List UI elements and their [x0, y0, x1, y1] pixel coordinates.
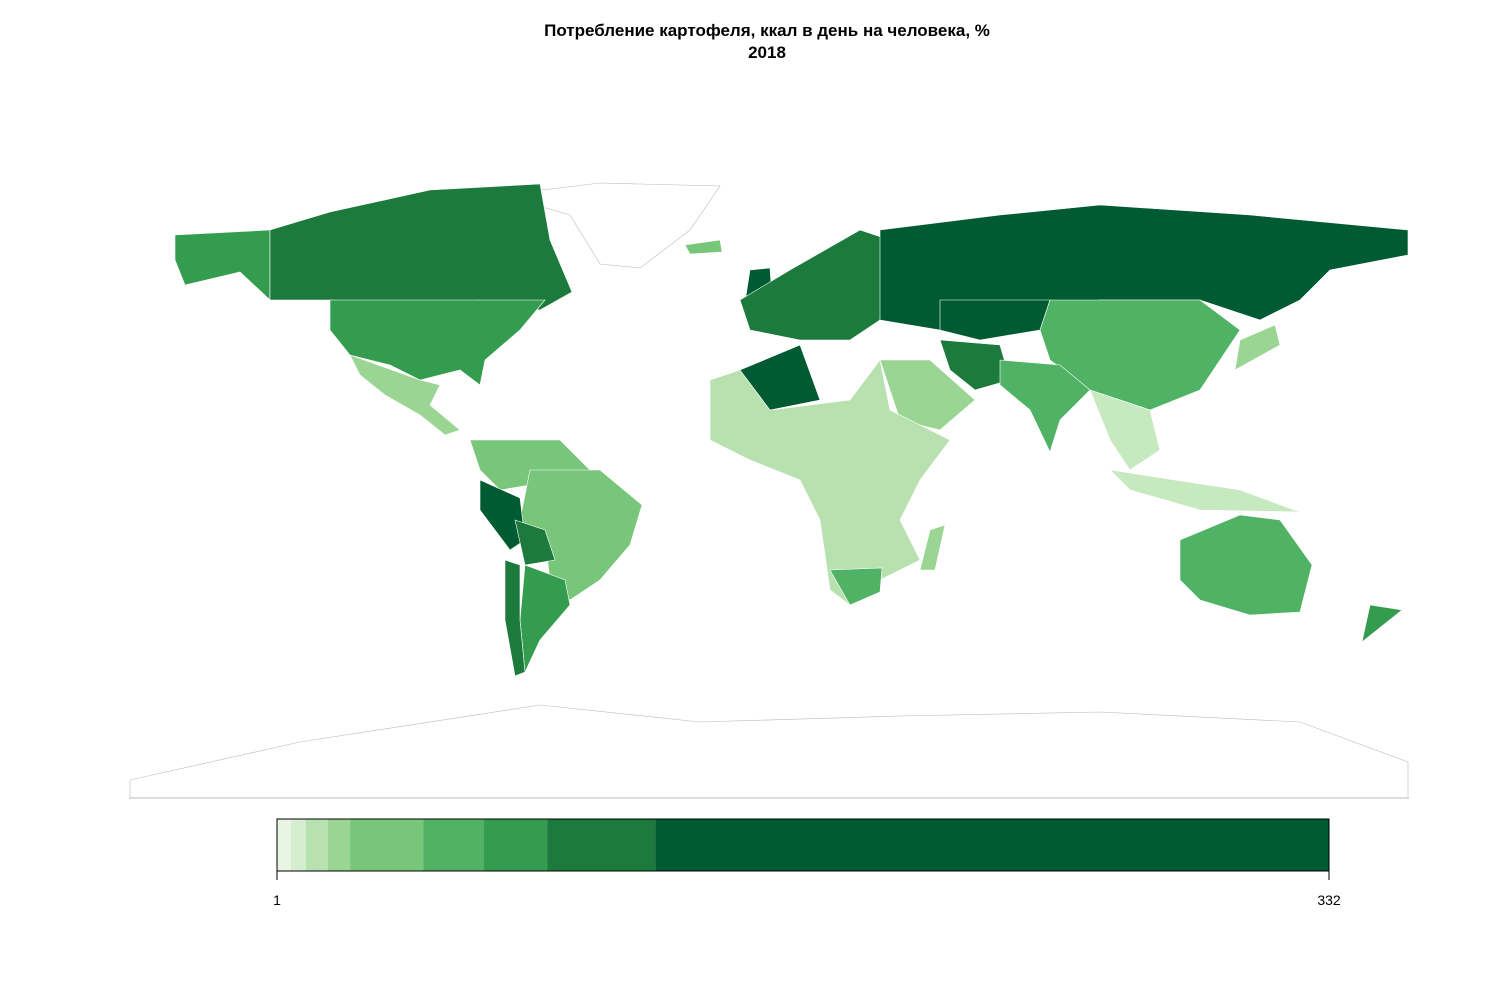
legend-segment — [423, 819, 484, 871]
alaska — [174, 229, 271, 301]
map-title: Потребление картофеля, ккал в день на че… — [544, 21, 990, 40]
japan — [1234, 324, 1281, 371]
legend-segment — [290, 819, 306, 871]
legend-segment — [327, 819, 351, 871]
australia — [1179, 514, 1313, 616]
legend-segment — [547, 819, 656, 871]
legend-segment — [305, 819, 328, 871]
world-map — [129, 182, 1409, 799]
legend-border — [276, 818, 1330, 872]
legend-segment — [655, 819, 1329, 871]
peru — [479, 479, 526, 551]
legend-segment — [350, 819, 424, 871]
iceland — [684, 239, 723, 255]
antarctica — [129, 704, 1409, 799]
legend-segment — [483, 819, 548, 871]
map-subtitle: 2018 — [748, 43, 786, 62]
legend-tick-label: 1 — [273, 892, 281, 908]
arabia — [879, 359, 976, 431]
madagascar — [919, 524, 946, 571]
algeria — [739, 344, 821, 411]
indonesia — [1109, 469, 1301, 513]
greenland — [499, 182, 721, 269]
new-zealand — [1361, 604, 1403, 643]
chile — [504, 559, 526, 677]
canada — [269, 183, 573, 311]
southeast-asia — [1089, 389, 1161, 471]
bolivia — [514, 519, 556, 566]
south-africa — [829, 567, 883, 606]
usa — [329, 299, 546, 386]
legend: 1 332 — [273, 818, 1341, 908]
argentina — [519, 564, 571, 674]
india — [999, 359, 1091, 453]
iran — [939, 339, 1011, 391]
legend-tick-label: 332 — [1317, 892, 1341, 908]
legend-segment — [277, 819, 291, 871]
central-asia — [939, 299, 1051, 341]
africa — [709, 359, 951, 606]
mexico — [349, 354, 461, 436]
